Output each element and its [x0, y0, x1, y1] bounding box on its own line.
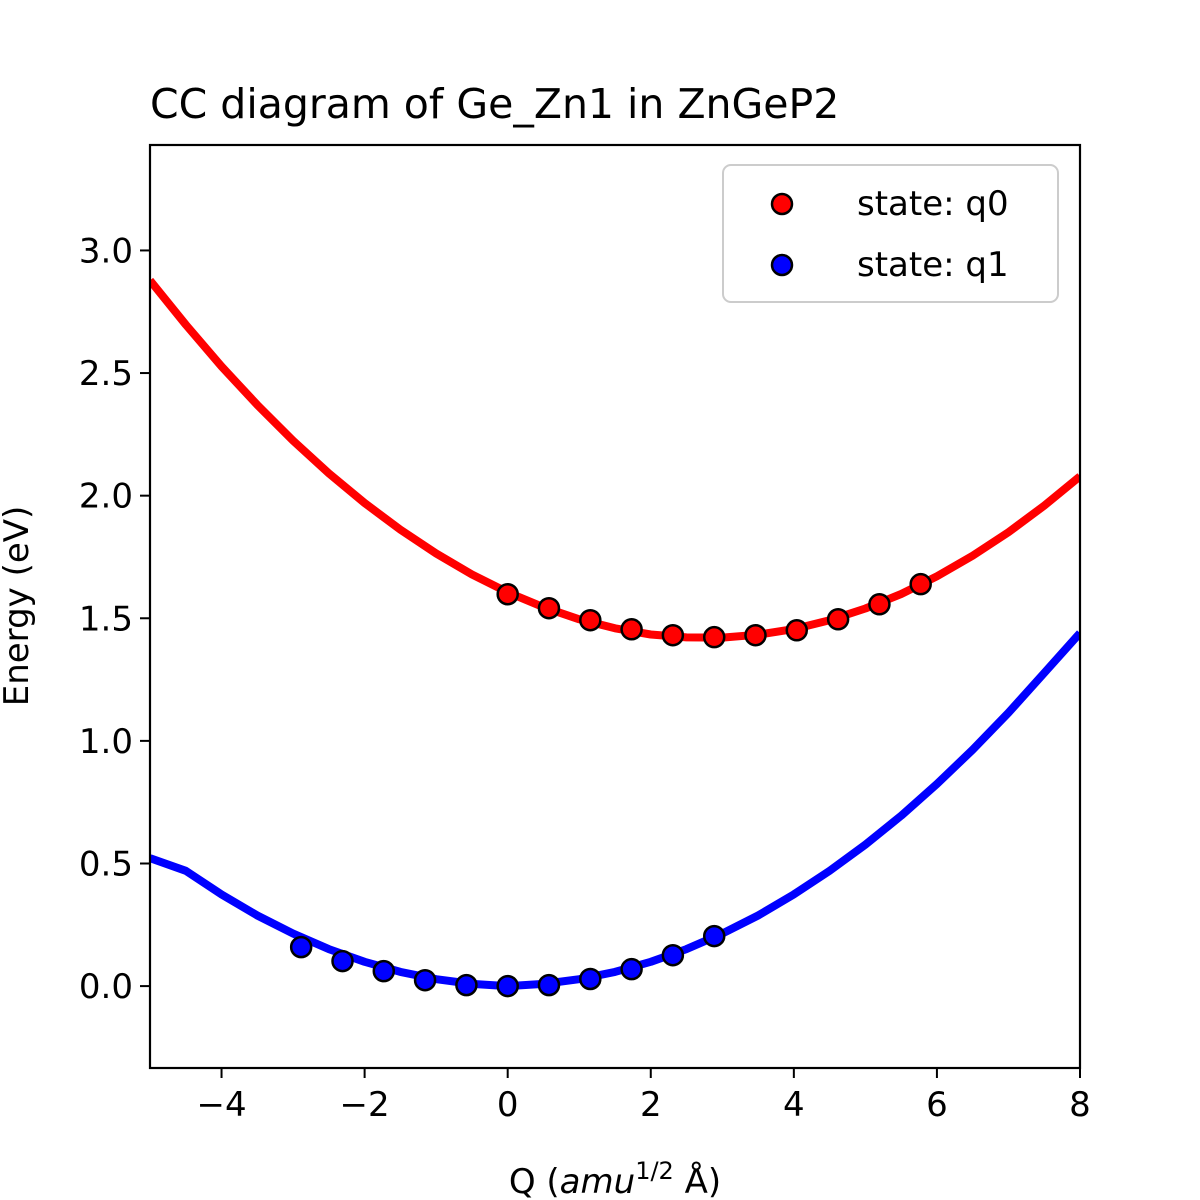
y-axis: 0.0 0.5 1.0 1.5 2.0 2.5 3.0	[79, 231, 150, 1007]
y-tick-label: 2.0	[79, 477, 133, 517]
x-tick-label: 0	[497, 1085, 519, 1125]
legend-label-q1: state: q1	[857, 245, 1009, 285]
data-point-series-0	[785, 619, 809, 642]
data-point-series-1	[413, 968, 437, 992]
data-point-series-1	[661, 943, 685, 967]
data-point-series-1	[537, 973, 561, 997]
data-point-series-0	[744, 623, 767, 647]
x-tick-label: −2	[340, 1085, 390, 1125]
data-point-series-1	[289, 935, 313, 959]
data-point-series-0	[868, 593, 891, 616]
data-point-series-1	[331, 949, 354, 973]
data-point-series-1	[579, 967, 602, 991]
data-point-series-1	[372, 959, 396, 983]
x-tick-label: 8	[1069, 1085, 1091, 1125]
plot-frame	[148, 143, 1082, 1070]
data-point-series-0	[661, 623, 685, 647]
data-point-series-0	[579, 608, 602, 632]
x-tick-label: 4	[783, 1085, 805, 1125]
data-point-series-0	[826, 608, 850, 631]
legend-marker-q1	[770, 253, 794, 277]
x-tick-label: 6	[926, 1085, 948, 1125]
x-axis: −4 −2 0 2 4 6 8	[196, 1068, 1091, 1125]
y-tick-label: 0.5	[79, 844, 133, 884]
y-axis-label: Energy (eV)	[0, 506, 37, 707]
data-point-series-0	[702, 625, 726, 649]
data-point-series-1	[702, 924, 726, 948]
y-tick-label: 0.0	[79, 967, 133, 1007]
legend-marker-q0	[770, 192, 794, 216]
legend-label-q0: state: q0	[857, 184, 1009, 224]
data-point-series-0	[620, 618, 643, 641]
x-tick-label: −4	[196, 1085, 246, 1125]
chart-title: CC diagram of Ge_Zn1 in ZnGeP2	[150, 80, 839, 128]
x-axis-label: Q (amu1/2 Å)	[509, 1157, 721, 1200]
x-tick-label: 2	[640, 1085, 662, 1125]
legend-box	[722, 164, 1059, 303]
data-point-series-1	[620, 957, 643, 981]
points-layer	[289, 572, 932, 998]
data-point-series-1	[455, 973, 478, 997]
data-point-series-1	[496, 974, 519, 998]
y-tick-label: 2.5	[79, 354, 133, 394]
y-tick-label: 1.5	[79, 599, 133, 639]
legend: state: q0 state: q1	[722, 164, 1059, 303]
data-point-series-0	[496, 582, 519, 606]
data-point-series-0	[537, 596, 561, 620]
data-point-series-0	[909, 572, 932, 596]
y-tick-label: 1.0	[79, 722, 133, 762]
y-tick-label: 3.0	[79, 231, 133, 271]
